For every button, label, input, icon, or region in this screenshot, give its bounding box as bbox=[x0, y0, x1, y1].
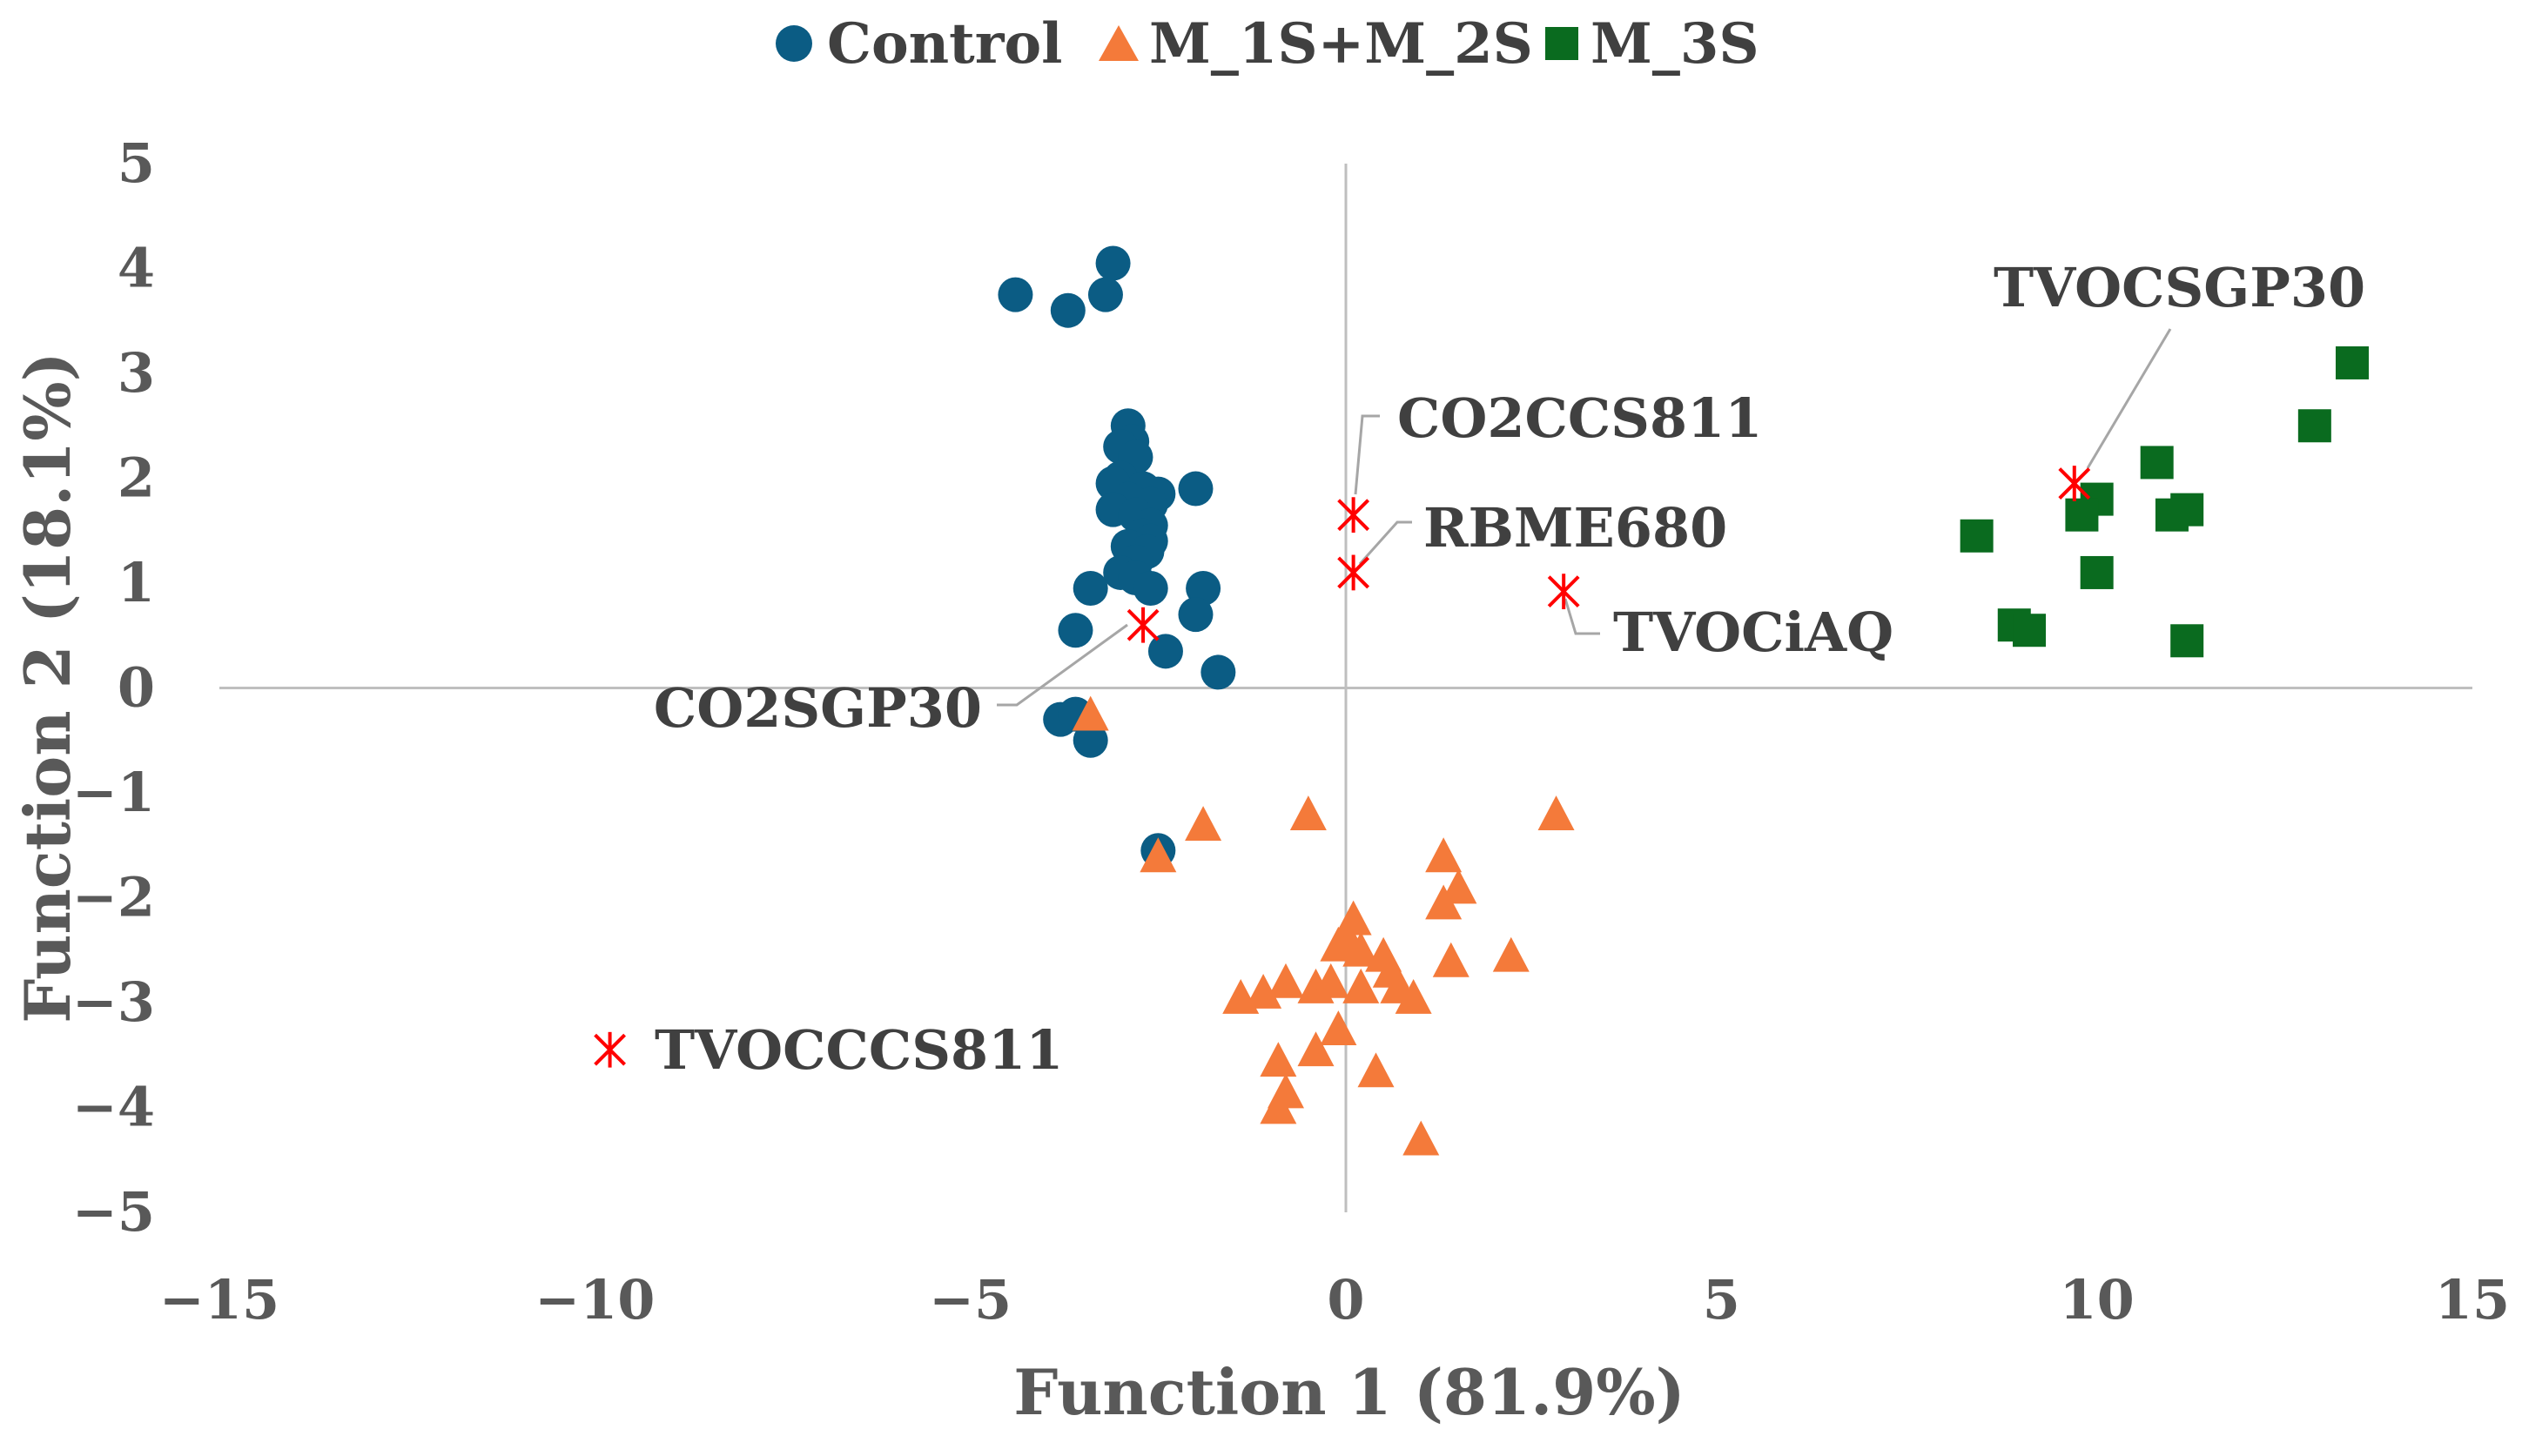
data-point-control bbox=[1095, 245, 1131, 281]
y-tick-label: 1 bbox=[118, 551, 155, 614]
data-point-m1s-m2s bbox=[1342, 968, 1380, 1003]
series-m-3s bbox=[1960, 346, 2369, 658]
data-point-m1s-m2s bbox=[1395, 978, 1432, 1014]
data-point-m1s-m2s bbox=[1440, 869, 1477, 904]
annotation-label: RBME680 bbox=[1423, 496, 1727, 560]
data-point-m3s bbox=[2065, 498, 2099, 532]
data-point-m3s bbox=[2140, 446, 2174, 480]
annotation-marker bbox=[1547, 574, 1580, 610]
data-point-m3s bbox=[2170, 624, 2204, 658]
legend-marker-m3s bbox=[1545, 27, 1578, 60]
data-point-m1s-m2s bbox=[1402, 1120, 1440, 1156]
data-point-control bbox=[998, 277, 1033, 312]
data-point-control bbox=[1073, 571, 1108, 607]
y-tick-label: 2 bbox=[118, 446, 155, 510]
data-point-m1s-m2s bbox=[1537, 795, 1575, 830]
data-point-control bbox=[1050, 292, 1086, 328]
y-tick-label: −4 bbox=[72, 1076, 155, 1139]
data-point-m1s-m2s bbox=[1245, 973, 1282, 1009]
legend-marker-control bbox=[776, 25, 812, 62]
y-tick-label: −5 bbox=[72, 1180, 155, 1244]
data-point-control bbox=[1147, 634, 1183, 669]
data-point-control bbox=[1133, 571, 1168, 607]
data-point-control bbox=[1178, 597, 1214, 633]
data-point-control bbox=[1073, 722, 1108, 758]
y-tick-label: −1 bbox=[72, 761, 155, 824]
y-tick-label: 0 bbox=[118, 656, 155, 720]
annotation-marker bbox=[1126, 607, 1160, 643]
annotation-label: CO2CCS811 bbox=[1397, 386, 1762, 450]
y-axis-title: Function 2 (18.1%) bbox=[10, 352, 84, 1023]
y-tick-label: 4 bbox=[118, 237, 155, 300]
annotation-marker bbox=[2058, 466, 2091, 501]
x-tick-label: 10 bbox=[2060, 1268, 2135, 1332]
annotation-marker bbox=[594, 1031, 627, 1068]
data-point-m1s-m2s bbox=[1267, 963, 1304, 998]
data-point-m3s bbox=[2013, 614, 2047, 647]
annotation-leader-line bbox=[2086, 328, 2172, 469]
legend-label-control: Control bbox=[827, 11, 1062, 77]
data-point-m3s bbox=[2297, 409, 2331, 443]
data-point-m1s-m2s bbox=[1320, 926, 1357, 962]
data-point-m1s-m2s bbox=[1260, 1042, 1297, 1077]
annotation-label: TVOCiAQ bbox=[1613, 601, 1893, 664]
annotation-leader-line bbox=[1564, 598, 1600, 635]
annotation-marker bbox=[1337, 554, 1370, 591]
legend: Control M_1S+M_2S M_3S bbox=[776, 11, 1759, 77]
data-point-m3s bbox=[2080, 555, 2114, 589]
x-tick-label: −10 bbox=[535, 1268, 655, 1332]
annotation-leader-line bbox=[1358, 520, 1412, 566]
x-tick-label: 5 bbox=[1703, 1268, 1740, 1332]
x-tick-label: 15 bbox=[2435, 1268, 2510, 1332]
x-tick-label: −5 bbox=[929, 1268, 1012, 1332]
legend-label-m1s-m2s: M_1S+M_2S bbox=[1149, 11, 1533, 77]
data-point-m3s bbox=[2335, 346, 2369, 379]
data-point-m1s-m2s bbox=[1260, 1089, 1297, 1124]
data-point-control bbox=[1186, 571, 1221, 607]
x-axis-title: Function 1 (81.9%) bbox=[1013, 1355, 1685, 1429]
annotation-leader-line bbox=[997, 623, 1128, 707]
x-tick-label: 0 bbox=[1327, 1268, 1364, 1332]
annotation-marker bbox=[1337, 497, 1370, 533]
data-point-m1s-m2s bbox=[1425, 837, 1463, 873]
data-point-m3s bbox=[2155, 498, 2189, 532]
x-tick-label: −15 bbox=[159, 1268, 279, 1332]
data-point-m1s-m2s bbox=[1492, 936, 1530, 972]
data-point-m1s-m2s bbox=[1297, 1031, 1335, 1067]
annotation-label: CO2SGP30 bbox=[654, 676, 982, 740]
data-point-control bbox=[1178, 471, 1214, 507]
y-tick-label: −2 bbox=[72, 866, 155, 929]
data-point-m1s-m2s bbox=[1425, 884, 1463, 920]
data-point-m3s bbox=[1960, 519, 1994, 553]
y-tick-label: 5 bbox=[118, 131, 155, 195]
legend-marker-m1s-m2s bbox=[1099, 25, 1139, 61]
data-point-control bbox=[1087, 277, 1123, 312]
data-point-m1s-m2s bbox=[1312, 963, 1349, 998]
data-point-m1s-m2s bbox=[1140, 837, 1177, 873]
data-point-m1s-m2s bbox=[1072, 695, 1109, 731]
y-tick-label: 3 bbox=[118, 341, 155, 405]
data-point-m1s-m2s bbox=[1320, 1010, 1357, 1046]
data-point-m1s-m2s bbox=[1342, 931, 1380, 967]
legend-label-m3s: M_3S bbox=[1591, 11, 1759, 77]
annotation-label: TVOCSGP30 bbox=[1994, 256, 2365, 319]
annotation-layer: TVOCSGP30 CO2CCS811 RBME680 TVOCiAQ CO2SGP30… bbox=[594, 256, 2365, 1082]
data-point-m1s-m2s bbox=[1185, 806, 1222, 842]
annotation-leader-line bbox=[1354, 414, 1380, 495]
series-control bbox=[998, 245, 1236, 869]
points-layer bbox=[998, 245, 2369, 1156]
y-tick-label: −3 bbox=[72, 970, 155, 1034]
data-point-control bbox=[1058, 613, 1093, 648]
data-point-m1s-m2s bbox=[1357, 1052, 1395, 1088]
series-m-1s-m-2s bbox=[1072, 695, 1575, 1156]
data-point-control bbox=[1200, 654, 1236, 690]
annotation-label: TVOCCCS811 bbox=[655, 1018, 1063, 1082]
data-point-m1s-m2s bbox=[1289, 795, 1327, 830]
data-point-m1s-m2s bbox=[1432, 942, 1469, 977]
